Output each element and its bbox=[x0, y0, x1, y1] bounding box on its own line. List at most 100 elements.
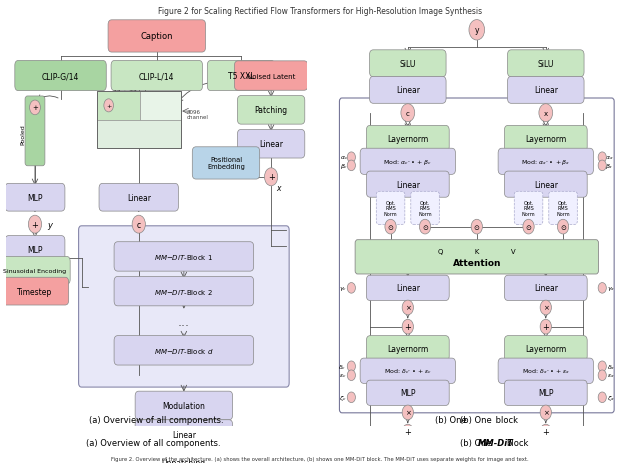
Circle shape bbox=[401, 105, 415, 122]
Text: ⊙: ⊙ bbox=[474, 224, 480, 230]
Text: Linear: Linear bbox=[396, 284, 420, 293]
FancyBboxPatch shape bbox=[114, 277, 253, 306]
Text: Figure 2 for Scaling Rectified Flow Transformers for High-Resolution Image Synth: Figure 2 for Scaling Rectified Flow Tran… bbox=[158, 7, 482, 16]
Text: Opt.
RMS
Norm: Opt. RMS Norm bbox=[556, 200, 570, 217]
FancyBboxPatch shape bbox=[237, 130, 305, 159]
Text: x: x bbox=[276, 183, 281, 192]
FancyBboxPatch shape bbox=[376, 192, 405, 225]
Text: +: + bbox=[32, 105, 38, 111]
Text: Linear: Linear bbox=[534, 180, 558, 189]
FancyBboxPatch shape bbox=[192, 148, 260, 180]
Text: ⊙: ⊙ bbox=[422, 224, 428, 230]
Text: $\alpha_c$: $\alpha_c$ bbox=[340, 154, 348, 162]
FancyBboxPatch shape bbox=[369, 77, 446, 104]
Text: Layernorm: Layernorm bbox=[525, 135, 566, 144]
FancyBboxPatch shape bbox=[504, 336, 587, 361]
FancyBboxPatch shape bbox=[135, 391, 232, 420]
Circle shape bbox=[469, 20, 484, 41]
FancyBboxPatch shape bbox=[367, 126, 449, 152]
FancyBboxPatch shape bbox=[5, 184, 65, 212]
FancyBboxPatch shape bbox=[111, 61, 202, 92]
Circle shape bbox=[348, 392, 355, 403]
FancyBboxPatch shape bbox=[360, 149, 456, 175]
Circle shape bbox=[104, 100, 113, 113]
FancyBboxPatch shape bbox=[0, 257, 70, 285]
FancyBboxPatch shape bbox=[367, 380, 449, 406]
Circle shape bbox=[598, 161, 606, 171]
Text: Linear: Linear bbox=[127, 194, 151, 202]
Text: $\gamma_x$: $\gamma_x$ bbox=[607, 284, 615, 292]
Text: $\zeta_x$: $\zeta_x$ bbox=[607, 393, 615, 402]
Circle shape bbox=[348, 283, 355, 294]
Text: Linear: Linear bbox=[534, 284, 558, 293]
FancyBboxPatch shape bbox=[5, 236, 65, 264]
FancyBboxPatch shape bbox=[114, 336, 253, 365]
Text: CLIP-G/14: CLIP-G/14 bbox=[42, 72, 79, 81]
Text: Layernorm: Layernorm bbox=[525, 344, 566, 353]
Text: $\epsilon_c$: $\epsilon_c$ bbox=[339, 371, 347, 379]
FancyBboxPatch shape bbox=[237, 96, 305, 125]
Circle shape bbox=[402, 300, 413, 315]
Text: Linear: Linear bbox=[259, 140, 283, 149]
Text: ...: ... bbox=[178, 316, 190, 329]
Circle shape bbox=[402, 319, 413, 334]
Text: $\delta_x$: $\delta_x$ bbox=[607, 362, 616, 371]
Bar bbox=[97, 92, 140, 120]
Text: +: + bbox=[31, 220, 38, 229]
FancyBboxPatch shape bbox=[207, 61, 275, 92]
Text: $\delta_c$: $\delta_c$ bbox=[339, 362, 347, 371]
Text: SiLU: SiLU bbox=[399, 60, 416, 69]
FancyBboxPatch shape bbox=[367, 172, 449, 198]
FancyBboxPatch shape bbox=[411, 192, 439, 225]
Text: ×: × bbox=[543, 409, 548, 415]
Text: +: + bbox=[542, 322, 549, 332]
Circle shape bbox=[598, 370, 606, 381]
Text: 4096
channel: 4096 channel bbox=[187, 109, 209, 120]
FancyBboxPatch shape bbox=[99, 184, 179, 212]
Circle shape bbox=[29, 101, 40, 115]
FancyBboxPatch shape bbox=[114, 242, 253, 271]
Bar bbox=[97, 92, 181, 149]
Text: ⊙: ⊙ bbox=[388, 224, 394, 230]
FancyBboxPatch shape bbox=[498, 149, 593, 175]
Text: Opt.
RMS
Norm: Opt. RMS Norm bbox=[522, 200, 535, 217]
Text: block: block bbox=[506, 438, 528, 447]
Circle shape bbox=[540, 424, 552, 439]
Text: SiLU: SiLU bbox=[538, 60, 554, 69]
Circle shape bbox=[540, 300, 552, 315]
Text: (b) One: (b) One bbox=[460, 415, 494, 424]
Text: Modulation: Modulation bbox=[163, 401, 205, 410]
Text: ×: × bbox=[405, 305, 411, 311]
Bar bbox=[140, 92, 181, 120]
Text: $\zeta_c$: $\zeta_c$ bbox=[339, 393, 347, 402]
Text: +: + bbox=[268, 173, 275, 182]
Text: MLP: MLP bbox=[28, 194, 43, 202]
Text: Linear: Linear bbox=[396, 86, 420, 95]
FancyBboxPatch shape bbox=[367, 336, 449, 361]
Circle shape bbox=[348, 370, 355, 381]
FancyBboxPatch shape bbox=[369, 51, 446, 78]
Circle shape bbox=[264, 169, 278, 187]
Text: Opt.
RMS
Norm: Opt. RMS Norm bbox=[419, 200, 432, 217]
FancyBboxPatch shape bbox=[515, 192, 543, 225]
Bar bbox=[97, 120, 181, 149]
Circle shape bbox=[598, 361, 606, 372]
Text: (b) One: (b) One bbox=[460, 438, 494, 447]
Circle shape bbox=[402, 405, 413, 420]
Text: c: c bbox=[406, 111, 410, 117]
Text: Pooled: Pooled bbox=[20, 124, 26, 145]
Text: Mod: $\delta_x\!\cdot\!\bullet+\epsilon_x$: Mod: $\delta_x\!\cdot\!\bullet+\epsilon_… bbox=[522, 367, 570, 375]
Text: Layernorm: Layernorm bbox=[387, 344, 428, 353]
Text: Q              K              V: Q K V bbox=[438, 249, 516, 255]
Text: (a) Overview of all components.: (a) Overview of all components. bbox=[86, 438, 221, 447]
Text: y: y bbox=[47, 220, 52, 229]
FancyBboxPatch shape bbox=[504, 126, 587, 152]
FancyBboxPatch shape bbox=[79, 226, 289, 387]
Text: ⊙: ⊙ bbox=[560, 224, 566, 230]
Circle shape bbox=[402, 424, 413, 439]
Circle shape bbox=[523, 220, 534, 234]
Text: y: y bbox=[474, 26, 479, 35]
Text: $MM\mathit{-DiT}$-Block 2: $MM\mathit{-DiT}$-Block 2 bbox=[154, 287, 213, 296]
Text: 77 + 77 tokens: 77 + 77 tokens bbox=[113, 89, 158, 94]
Text: Linear: Linear bbox=[396, 180, 420, 189]
